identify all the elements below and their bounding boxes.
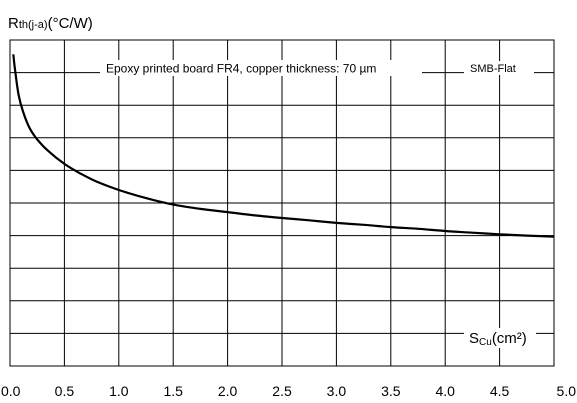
y-axis-label-sub: th(j-a): [19, 19, 48, 31]
x-tick-label: 3.0: [327, 383, 347, 399]
x-tick-label: 0.5: [55, 383, 75, 399]
series-line-smb-flat: [12, 54, 555, 238]
x-axis-label-sub: Cu: [479, 337, 492, 348]
legend-entry-smb-flat: SMB-Flat: [470, 63, 516, 75]
y-axis-label-unit: (°C/W): [48, 15, 93, 32]
x-tick-labels: 0.0 0.5 1.0 1.5 2.0 2.5 3.0 3.5 4.0 4.5 5.0: [1, 383, 576, 399]
annotation-text: Epoxy printed board FR4, copper thicknes…: [106, 62, 376, 76]
y-axis-label: Rth(j-a)(°C/W): [8, 15, 93, 32]
y-axis-label-main: R: [8, 15, 19, 32]
x-tick-label: 2.5: [272, 383, 292, 399]
x-axis-label: SCu(cm²): [469, 330, 527, 348]
annotation-background: [100, 60, 422, 76]
plot-frame: [9, 39, 555, 367]
x-tick-label: 1.5: [163, 383, 183, 399]
grid: [10, 40, 554, 366]
x-tick-label: 0.0: [1, 383, 21, 399]
x-axis-label-background: [464, 328, 536, 348]
x-axis-label-main: S: [469, 330, 479, 347]
x-tick-label: 3.5: [381, 383, 401, 399]
legend-background: [464, 61, 534, 75]
x-tick-label: 1.0: [109, 383, 129, 399]
x-tick-label: 4.5: [490, 383, 510, 399]
x-tick-label: 4.0: [435, 383, 455, 399]
x-axis-label-unit: (cm²): [492, 330, 527, 347]
x-tick-label: 5.0: [557, 383, 577, 399]
x-tick-label: 2.0: [218, 383, 238, 399]
